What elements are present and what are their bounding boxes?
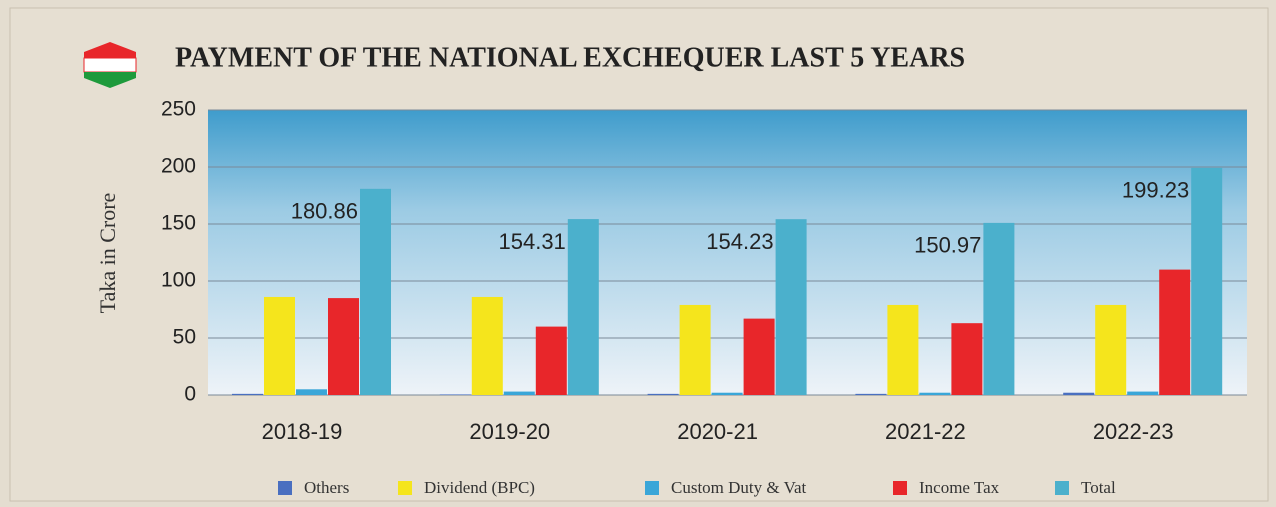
bar	[1127, 391, 1159, 395]
y-tick-label: 100	[161, 269, 196, 292]
data-label: 154.23	[706, 229, 773, 254]
legend-swatch	[278, 481, 292, 495]
legend-swatch	[645, 481, 659, 495]
x-tick-label: 2021-22	[885, 419, 966, 444]
y-axis-label: Taka in Crore	[95, 193, 120, 314]
bar	[1095, 304, 1127, 395]
legend-label: Custom Duty & Vat	[671, 478, 807, 497]
bar	[535, 326, 567, 395]
legend-label: Others	[304, 478, 349, 497]
bar	[983, 222, 1015, 395]
bar	[679, 304, 711, 395]
data-label: 154.31	[499, 229, 566, 254]
bar	[887, 304, 919, 395]
legend-swatch	[398, 481, 412, 495]
y-tick-label: 200	[161, 155, 196, 178]
x-tick-label: 2020-21	[677, 419, 758, 444]
data-label: 199.23	[1122, 178, 1189, 203]
bar	[232, 393, 263, 395]
x-tick-label: 2019-20	[469, 419, 550, 444]
bar	[775, 219, 807, 395]
bar	[567, 219, 599, 395]
logo	[83, 42, 137, 88]
x-tick-label: 2022-23	[1093, 419, 1174, 444]
x-tick-label: 2018-19	[262, 419, 343, 444]
bar	[1159, 269, 1191, 395]
legend-label: Dividend (BPC)	[424, 478, 535, 497]
y-tick-label: 50	[173, 326, 196, 349]
data-label: 150.97	[914, 233, 981, 258]
bar	[328, 298, 359, 395]
bar	[471, 296, 503, 395]
bar	[647, 393, 679, 395]
bar	[743, 318, 775, 395]
bar	[264, 296, 295, 395]
bar	[919, 392, 951, 395]
y-tick-label: 150	[161, 212, 196, 235]
bar	[1063, 392, 1095, 395]
data-label: 180.86	[291, 199, 358, 224]
bar	[711, 392, 743, 395]
legend-label: Income Tax	[919, 478, 1000, 497]
bar	[439, 394, 471, 395]
legend-swatch	[1055, 481, 1069, 495]
chart-title: PAYMENT OF THE NATIONAL EXCHEQUER LAST 5…	[175, 42, 965, 73]
bar	[296, 389, 327, 395]
bar	[855, 393, 887, 395]
y-tick-label: 0	[184, 383, 196, 406]
bar	[360, 188, 391, 395]
bar	[1191, 167, 1223, 395]
legend-label: Total	[1081, 478, 1116, 497]
bar	[951, 323, 983, 395]
bar	[503, 391, 535, 395]
legend-swatch	[893, 481, 907, 495]
y-tick-label: 250	[161, 98, 196, 121]
